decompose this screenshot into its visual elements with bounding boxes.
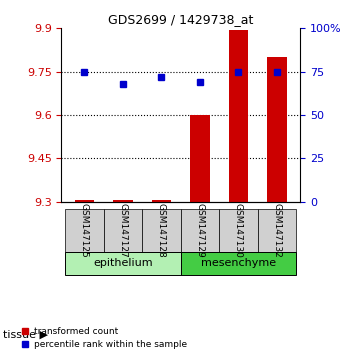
Text: epithelium: epithelium	[93, 258, 153, 268]
Bar	[190, 115, 210, 202]
Bar	[181, 209, 219, 252]
Text: GSM147129: GSM147129	[195, 204, 205, 258]
Bar	[267, 57, 286, 202]
Text: GSM147128: GSM147128	[157, 204, 166, 258]
Legend: transformed count, percentile rank within the sample: transformed count, percentile rank withi…	[18, 323, 190, 353]
Bar	[152, 200, 171, 202]
Bar	[181, 252, 296, 275]
Text: GSM147127: GSM147127	[118, 204, 128, 258]
Bar	[219, 209, 258, 252]
Text: mesenchyme: mesenchyme	[201, 258, 276, 268]
Bar	[113, 200, 133, 202]
Text: GSM147130: GSM147130	[234, 203, 243, 258]
Text: GSM147125: GSM147125	[80, 204, 89, 258]
Bar	[104, 209, 142, 252]
Bar	[65, 209, 104, 252]
Text: tissue ▶: tissue ▶	[3, 330, 48, 339]
Bar	[75, 200, 94, 202]
Bar	[258, 209, 296, 252]
Bar	[142, 209, 181, 252]
Bar	[65, 252, 181, 275]
Bar	[229, 30, 248, 202]
Text: GSM147132: GSM147132	[272, 204, 281, 258]
Title: GDS2699 / 1429738_at: GDS2699 / 1429738_at	[108, 13, 253, 26]
